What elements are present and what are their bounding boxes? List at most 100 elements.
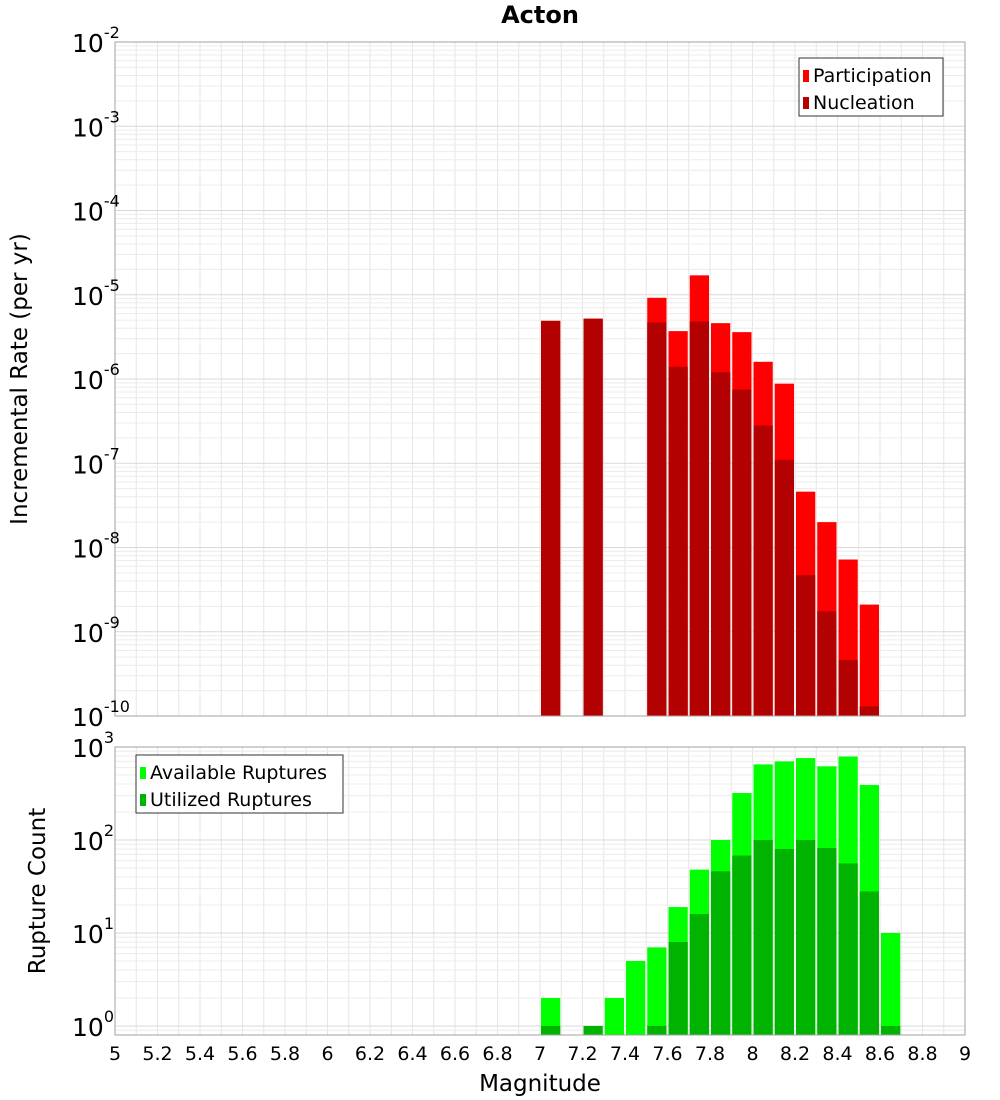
top-bar-nucleation [541, 320, 561, 716]
x-tick-label: 8.8 [907, 1043, 937, 1065]
top-y-tick-label: 10-4 [72, 192, 120, 227]
top-y-tick-exp: -8 [104, 529, 120, 548]
bottom-bar-utilized-ruptures [583, 1025, 603, 1035]
bottom-y-tick-base: 10 [72, 734, 104, 763]
bottom-y-tick-label: 102 [72, 821, 114, 856]
bottom-bar-utilized-ruptures [541, 1025, 561, 1035]
top-y-tick-base: 10 [72, 619, 104, 648]
x-tick-label: 7.4 [610, 1043, 640, 1065]
y-axis-label-top: Incremental Rate (per yr) [7, 233, 33, 525]
top-bars [541, 275, 879, 716]
bottom-bar-utilized-ruptures [774, 849, 794, 1035]
x-tick-label: 6.8 [482, 1043, 512, 1065]
x-tick-label: 7.6 [652, 1043, 682, 1065]
top-y-tick-label: 10-5 [72, 276, 120, 311]
top-y-tick-base: 10 [72, 113, 104, 142]
bottom-bar-utilized-ruptures [796, 839, 816, 1035]
top-y-tick-label: 10-3 [72, 107, 120, 142]
x-tick-label: 5.8 [270, 1043, 300, 1065]
bottom-bar-utilized-ruptures [668, 942, 688, 1035]
bottom-bar-utilized-ruptures [753, 839, 773, 1035]
bottom-bar-available-ruptures [647, 947, 667, 1035]
top-bar-nucleation [732, 389, 752, 716]
bottom-bar-utilized-ruptures [732, 855, 752, 1035]
top-y-tick-exp: -3 [104, 107, 120, 126]
x-tick-label: 6.6 [440, 1043, 470, 1065]
x-tick-label: 8 [746, 1043, 758, 1065]
x-axis-label: Magnitude [479, 1071, 601, 1097]
bottom-y-tick-label: 103 [72, 728, 114, 763]
top-bar-nucleation [774, 459, 794, 716]
bottom-bar-utilized-ruptures [689, 914, 709, 1035]
bottom-legend-swatch [140, 767, 146, 779]
x-tick-label: 5.2 [142, 1043, 172, 1065]
x-tick-label: 7.8 [695, 1043, 725, 1065]
bottom-bar-available-ruptures [881, 932, 901, 1035]
bottom-y-tick-base: 10 [72, 827, 104, 856]
top-y-tick-label: 10-8 [72, 529, 120, 564]
x-tick-label: 6.2 [355, 1043, 385, 1065]
bottom-bar-available-ruptures [541, 997, 561, 1035]
bottom-y-tick-label: 100 [72, 1007, 114, 1042]
top-legend-label: Participation [813, 65, 932, 87]
x-tick-label: 7 [534, 1043, 546, 1065]
bottom-y-tick-exp: 3 [104, 728, 114, 747]
top-y-tick-base: 10 [72, 450, 104, 479]
top-bar-nucleation [668, 366, 688, 716]
bottom-y-tick-exp: 1 [104, 914, 114, 933]
y-axis-label-bottom: Rupture Count [25, 808, 51, 974]
top-legend-box [798, 57, 944, 117]
bottom-bar-utilized-ruptures [817, 848, 837, 1035]
top-y-tick-label: 10-10 [72, 697, 130, 732]
bottom-bar-available-ruptures [604, 997, 624, 1035]
top-plot-border [114, 41, 966, 717]
top-y-tick-exp: -10 [104, 697, 130, 716]
bottom-bar-utilized-ruptures [647, 1025, 667, 1035]
top-bar-nucleation [817, 611, 837, 716]
bottom-legend-box [135, 754, 344, 814]
top-bar-nucleation [647, 322, 667, 716]
bottom-y-tick-base: 10 [72, 1013, 104, 1042]
top-legend: Participation Nucleation [798, 57, 944, 117]
x-tick-label: 8.4 [822, 1043, 852, 1065]
bottom-bar-utilized-ruptures [881, 1025, 901, 1035]
top-bar-participation [859, 604, 879, 716]
top-y-tick-base: 10 [72, 282, 104, 311]
x-tick-label: 6 [321, 1043, 333, 1065]
top-legend-label: Nucleation [813, 92, 915, 114]
top-bar-nucleation [796, 575, 816, 716]
bottom-legend-swatch [140, 794, 146, 806]
top-y-tick-exp: -7 [104, 444, 120, 463]
x-tick-label: 8.2 [780, 1043, 810, 1065]
top-bar-nucleation [838, 660, 858, 716]
top-y-tick-label: 10-9 [72, 613, 120, 648]
top-bar-nucleation [583, 318, 603, 716]
bottom-bars [541, 756, 901, 1035]
top-bar-nucleation [859, 706, 879, 716]
x-tick-label: 6.4 [397, 1043, 427, 1065]
top-y-tick-label: 10-2 [72, 23, 120, 58]
top-y-tick-base: 10 [72, 535, 104, 564]
top-y-tick-exp: -4 [104, 192, 120, 211]
top-bar-nucleation [689, 321, 709, 716]
top-y-tick-exp: -2 [104, 23, 120, 42]
bottom-y-tick-exp: 2 [104, 821, 114, 840]
bottom-plot-border [114, 746, 966, 1036]
top-y-tick-base: 10 [72, 703, 104, 732]
grid [114, 41, 966, 1036]
top-bar-nucleation [711, 372, 731, 716]
bottom-legend: Available Ruptures Utilized Ruptures [135, 754, 344, 814]
bottom-bar-available-ruptures [626, 960, 646, 1035]
top-y-tick-base: 10 [72, 29, 104, 58]
top-y-tick-exp: -6 [104, 360, 120, 379]
top-legend-swatch [803, 97, 809, 109]
bottom-legend-label: Utilized Ruptures [150, 789, 312, 811]
bottom-y-tick-base: 10 [72, 920, 104, 949]
bottom-bar-utilized-ruptures [711, 871, 731, 1035]
x-tick-label: 8.6 [865, 1043, 895, 1065]
x-tick-label: 5.4 [185, 1043, 215, 1065]
x-tick-label: 9 [959, 1043, 971, 1065]
top-y-tick-label: 10-7 [72, 444, 120, 479]
bottom-y-tick-label: 101 [72, 914, 114, 949]
bottom-y-tick-exp: 0 [104, 1007, 114, 1026]
